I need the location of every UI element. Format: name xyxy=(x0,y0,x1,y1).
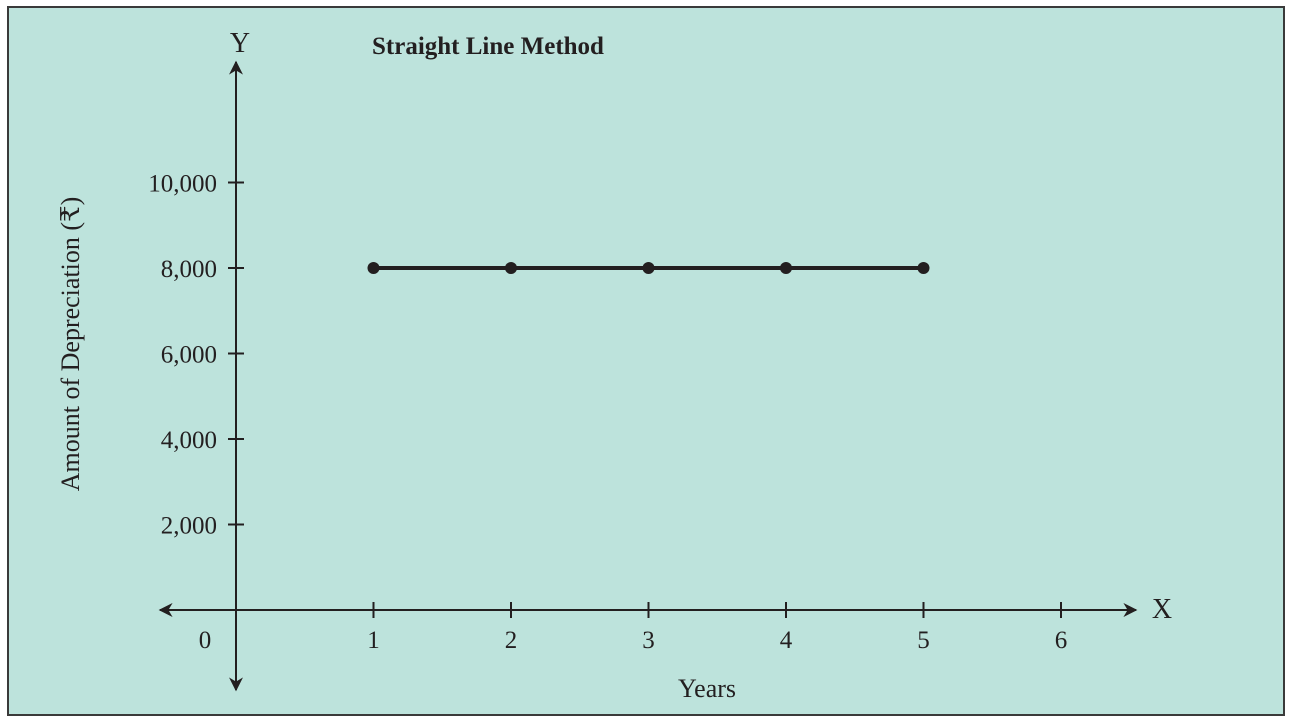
x-tick-label: 6 xyxy=(1055,627,1068,654)
y-tick-label: 4,000 xyxy=(161,427,217,454)
y-tick-label: 2,000 xyxy=(161,513,217,540)
y-axis-letter: Y xyxy=(230,28,250,59)
data-point xyxy=(367,262,380,274)
y-tick-label: 8,000 xyxy=(161,256,217,283)
data-point xyxy=(505,262,517,274)
x-axis-letter: X xyxy=(1152,594,1172,625)
series-layer xyxy=(367,262,930,274)
x-tick-label: 2 xyxy=(505,627,518,654)
x-tick-label: 5 xyxy=(917,627,930,654)
x-tick-label: 4 xyxy=(780,627,793,654)
chart-frame xyxy=(7,6,1285,716)
axis-ticks: 0 1 2 3 4 5 6 2,000 4,000 6,000 8,000 10,000 xyxy=(148,171,1067,655)
y-axis-label: Amount of Depreciation (₹) xyxy=(56,197,85,492)
data-point xyxy=(917,262,930,274)
chart-title: Straight Line Method xyxy=(372,33,604,60)
x-tick-label: 3 xyxy=(642,627,655,654)
data-point xyxy=(780,262,792,274)
y-tick-label: 6,000 xyxy=(161,342,217,369)
y-tick-label: 10,000 xyxy=(148,171,217,198)
data-point xyxy=(642,262,655,274)
x-axis-label: Years xyxy=(678,674,736,703)
x-tick-label: 1 xyxy=(367,627,380,654)
x-tick-label: 0 xyxy=(199,627,212,654)
